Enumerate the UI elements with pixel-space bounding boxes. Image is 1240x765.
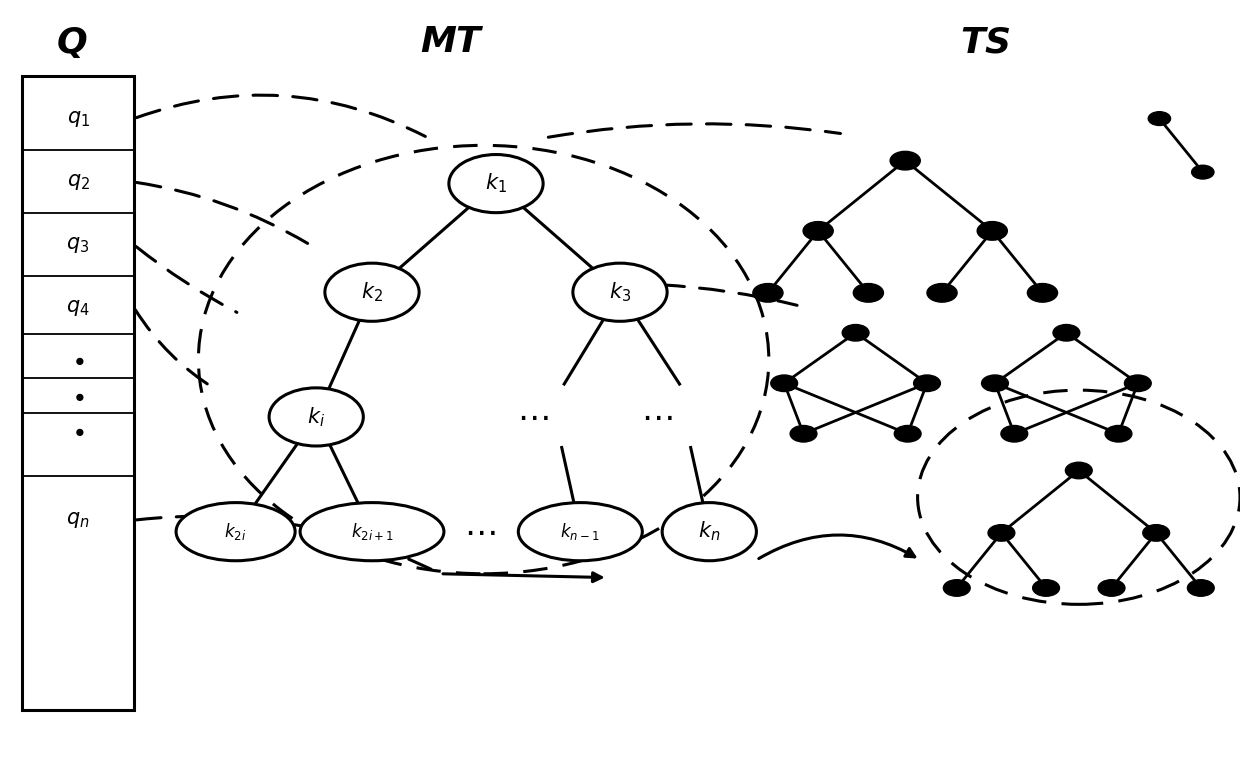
Circle shape xyxy=(753,284,782,302)
FancyArrowPatch shape xyxy=(136,95,425,136)
Ellipse shape xyxy=(449,155,543,213)
Circle shape xyxy=(842,324,869,341)
Text: $k_3$: $k_3$ xyxy=(609,281,631,304)
Text: $\boldsymbol{q_1}$: $\boldsymbol{q_1}$ xyxy=(67,109,89,129)
Circle shape xyxy=(890,151,920,170)
Ellipse shape xyxy=(325,263,419,321)
Text: $\boldsymbol{TS}$: $\boldsymbol{TS}$ xyxy=(961,25,1011,59)
Circle shape xyxy=(1053,324,1080,341)
Circle shape xyxy=(1125,375,1151,392)
Text: $\boldsymbol{q_3}$: $\boldsymbol{q_3}$ xyxy=(67,235,89,255)
FancyArrowPatch shape xyxy=(443,573,601,581)
Circle shape xyxy=(982,375,1008,392)
Circle shape xyxy=(944,580,970,596)
Ellipse shape xyxy=(518,503,642,561)
Text: $k_{2i+1}$: $k_{2i+1}$ xyxy=(351,521,393,542)
Circle shape xyxy=(1033,580,1059,596)
Text: $\bullet$: $\bullet$ xyxy=(72,347,84,372)
Text: $\bullet$: $\bullet$ xyxy=(72,383,84,408)
Text: $\boldsymbol{q_4}$: $\boldsymbol{q_4}$ xyxy=(66,298,91,317)
Circle shape xyxy=(1105,425,1132,442)
Text: $k_{2i}$: $k_{2i}$ xyxy=(224,521,247,542)
FancyArrowPatch shape xyxy=(759,535,915,558)
Text: $k_1$: $k_1$ xyxy=(485,172,507,195)
Ellipse shape xyxy=(573,263,667,321)
Text: $\boldsymbol{MT}$: $\boldsymbol{MT}$ xyxy=(420,25,485,59)
FancyArrowPatch shape xyxy=(136,246,237,312)
Circle shape xyxy=(914,375,940,392)
Circle shape xyxy=(1192,165,1214,179)
Text: $k_i$: $k_i$ xyxy=(308,405,325,428)
FancyArrowPatch shape xyxy=(660,285,797,305)
Circle shape xyxy=(771,375,797,392)
Circle shape xyxy=(1001,425,1028,442)
Circle shape xyxy=(1148,112,1171,125)
Text: $\cdots$: $\cdots$ xyxy=(517,400,549,434)
Text: $k_2$: $k_2$ xyxy=(361,281,383,304)
Bar xyxy=(22,76,134,710)
Circle shape xyxy=(1188,580,1214,596)
Ellipse shape xyxy=(269,388,363,446)
Circle shape xyxy=(1099,580,1125,596)
Text: $\bullet$: $\bullet$ xyxy=(72,419,84,444)
Circle shape xyxy=(1143,525,1169,541)
Text: $\boldsymbol{q_n}$: $\boldsymbol{q_n}$ xyxy=(67,510,89,530)
Ellipse shape xyxy=(662,503,756,561)
Circle shape xyxy=(804,222,833,240)
Text: $\cdots$: $\cdots$ xyxy=(641,400,673,434)
Circle shape xyxy=(894,425,921,442)
Ellipse shape xyxy=(300,503,444,561)
Text: $\cdots$: $\cdots$ xyxy=(464,515,496,549)
Circle shape xyxy=(928,284,957,302)
FancyArrowPatch shape xyxy=(548,124,841,137)
Circle shape xyxy=(977,222,1007,240)
Circle shape xyxy=(853,284,883,302)
Circle shape xyxy=(1065,462,1092,479)
Text: $k_{n-1}$: $k_{n-1}$ xyxy=(560,521,600,542)
Ellipse shape xyxy=(176,503,295,561)
Text: $k_n$: $k_n$ xyxy=(698,520,720,543)
Circle shape xyxy=(988,525,1014,541)
FancyArrowPatch shape xyxy=(136,516,438,572)
FancyArrowPatch shape xyxy=(136,183,308,243)
Text: $\boldsymbol{Q}$: $\boldsymbol{Q}$ xyxy=(56,24,88,60)
Text: $\boldsymbol{q_2}$: $\boldsymbol{q_2}$ xyxy=(67,172,89,192)
Circle shape xyxy=(790,425,817,442)
FancyArrowPatch shape xyxy=(135,310,215,389)
Circle shape xyxy=(1028,284,1058,302)
